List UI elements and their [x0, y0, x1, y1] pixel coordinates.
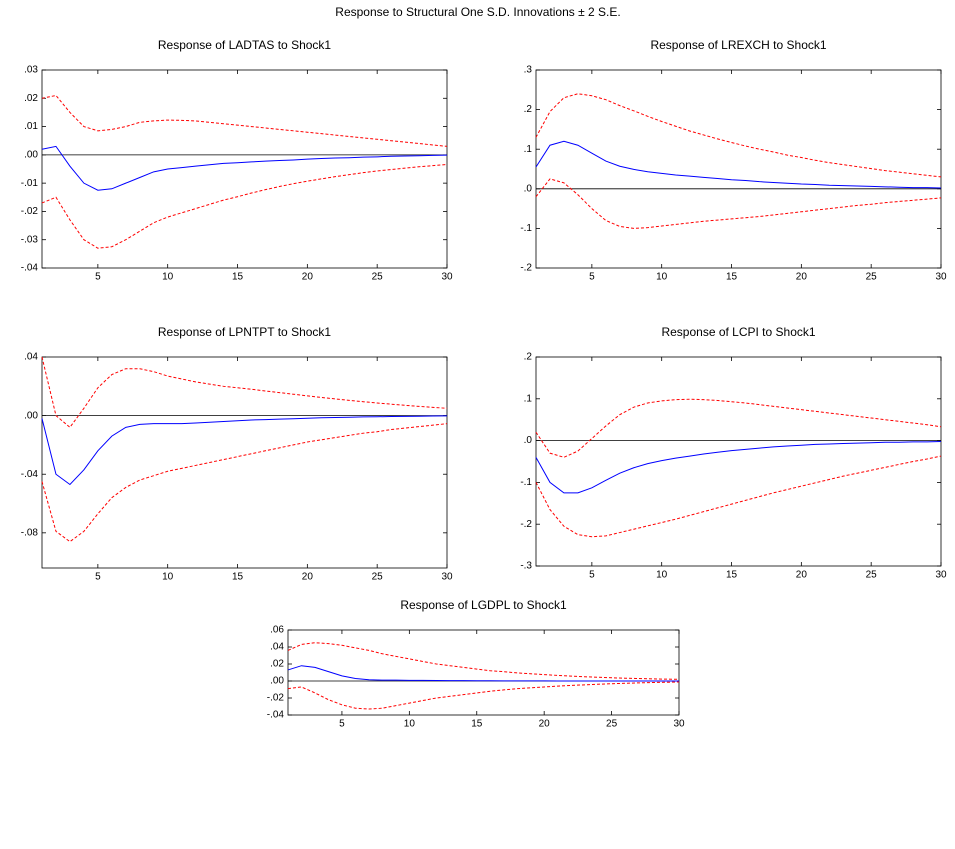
x-tick-label: 30	[935, 570, 947, 581]
y-tick-label: .00	[24, 149, 38, 160]
band-line	[287, 681, 680, 710]
band-line	[41, 423, 448, 543]
response-line	[287, 665, 679, 682]
y-tick-label: -.02	[21, 206, 39, 217]
figure-title: Response to Structural One S.D. Innovati…	[335, 5, 620, 19]
y-tick-label: .00	[270, 676, 284, 687]
x-tick-label: 25	[606, 719, 618, 730]
y-tick-label: .06	[270, 625, 284, 636]
y-tick-label: .02	[24, 93, 38, 104]
y-tick-label: .01	[24, 121, 38, 132]
band-line	[41, 356, 448, 429]
response-line	[41, 415, 448, 486]
y-tick-label: -.3	[520, 561, 532, 572]
y-tick-label: .2	[524, 104, 533, 115]
y-tick-label: -.2	[520, 263, 532, 274]
band-line	[287, 642, 680, 680]
subplot-title: Response of LPNTPT to Shock1	[158, 325, 332, 339]
plot-frame	[41, 69, 448, 269]
x-tick-label: 30	[935, 272, 947, 283]
y-tick-label: .0	[524, 183, 533, 194]
band-line	[535, 398, 942, 458]
x-tick-label: 5	[589, 272, 595, 283]
y-tick-label: -.02	[267, 693, 285, 704]
band-line	[41, 163, 448, 249]
y-tick-label: -.08	[21, 527, 39, 538]
x-tick-label: 25	[372, 572, 384, 583]
x-tick-label: 15	[232, 572, 244, 583]
y-tick-label: -.1	[520, 477, 532, 488]
y-tick-label: .04	[270, 642, 284, 653]
x-tick-label: 5	[95, 272, 101, 283]
x-tick-label: 10	[656, 272, 668, 283]
band-line	[535, 93, 942, 178]
y-tick-label: .03	[24, 65, 38, 76]
y-tick-label: -.01	[21, 178, 39, 189]
y-tick-label: -.04	[21, 469, 39, 480]
y-tick-label: .02	[270, 659, 284, 670]
y-tick-label: .3	[524, 65, 533, 76]
x-tick-label: 20	[796, 570, 808, 581]
y-tick-label: .1	[524, 393, 533, 404]
x-tick-label: 5	[339, 719, 345, 730]
response-line	[535, 440, 942, 494]
x-tick-label: 20	[302, 272, 314, 283]
plot-frame	[535, 69, 942, 269]
band-line	[535, 455, 942, 538]
y-tick-label: .04	[24, 352, 38, 363]
x-tick-label: 15	[232, 272, 244, 283]
y-tick-label: -.2	[520, 519, 532, 530]
x-tick-label: 10	[162, 572, 174, 583]
x-tick-label: 10	[162, 272, 174, 283]
subplot-title: Response of LREXCH to Shock1	[650, 38, 826, 52]
subplot-title: Response of LADTAS to Shock1	[158, 38, 332, 52]
x-tick-label: 25	[866, 272, 878, 283]
x-tick-label: 15	[726, 570, 738, 581]
x-tick-label: 20	[539, 719, 551, 730]
response-line	[535, 140, 942, 189]
band-line	[535, 178, 942, 229]
x-tick-label: 20	[796, 272, 808, 283]
x-tick-label: 25	[372, 272, 384, 283]
x-tick-label: 5	[95, 572, 101, 583]
y-tick-label: .00	[24, 410, 38, 421]
plot-frame	[41, 356, 448, 569]
x-tick-label: 5	[589, 570, 595, 581]
y-tick-label: -.1	[520, 223, 532, 234]
x-tick-label: 10	[404, 719, 416, 730]
band-line	[41, 94, 448, 147]
y-tick-label: .0	[524, 435, 533, 446]
y-tick-label: .1	[524, 144, 533, 155]
x-tick-label: 30	[441, 272, 453, 283]
x-tick-label: 15	[726, 272, 738, 283]
y-tick-label: .2	[524, 352, 533, 363]
x-tick-label: 20	[302, 572, 314, 583]
subplot-title: Response of LCPI to Shock1	[661, 325, 815, 339]
x-tick-label: 15	[471, 719, 483, 730]
subplot-title: Response of LGDPL to Shock1	[400, 598, 567, 612]
x-tick-label: 30	[441, 572, 453, 583]
response-line	[41, 145, 448, 191]
plot-frame	[287, 629, 680, 716]
x-tick-label: 10	[656, 570, 668, 581]
x-tick-label: 25	[866, 570, 878, 581]
y-tick-label: -.04	[267, 710, 285, 721]
x-tick-label: 30	[673, 719, 685, 730]
y-tick-label: -.03	[21, 234, 39, 245]
y-tick-label: -.04	[21, 263, 39, 274]
plot-frame	[535, 356, 942, 567]
